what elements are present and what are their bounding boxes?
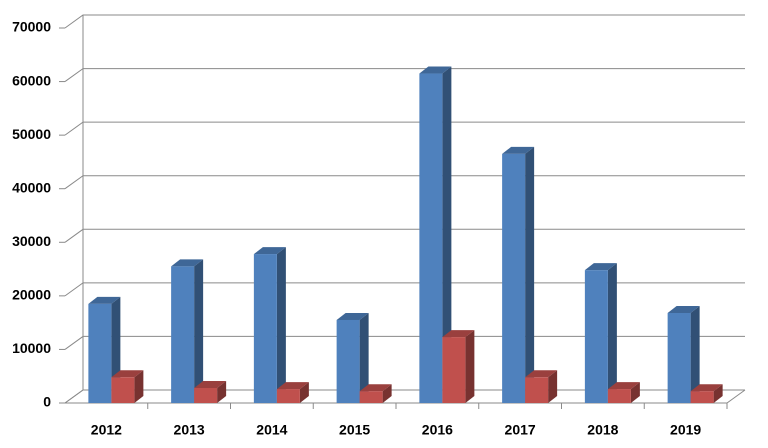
grid-line xyxy=(64,14,745,29)
bar-top xyxy=(584,263,617,271)
bar xyxy=(442,337,466,403)
bar-top xyxy=(525,370,558,378)
bar-top xyxy=(276,382,309,390)
bar xyxy=(607,389,631,403)
bar-side xyxy=(194,259,204,403)
x-tick-label: 2016 xyxy=(422,422,453,438)
bar-side xyxy=(525,146,535,403)
bar-top xyxy=(359,384,392,392)
grid-line xyxy=(64,121,745,136)
bar xyxy=(419,73,443,404)
bar xyxy=(194,388,218,403)
bar xyxy=(336,319,360,403)
x-tick-label: 2015 xyxy=(339,422,370,438)
x-tick-label: 2018 xyxy=(587,422,618,438)
y-axis-wall xyxy=(64,15,84,404)
bar-side xyxy=(690,306,700,403)
bar xyxy=(88,303,112,403)
bar-top xyxy=(690,384,723,392)
bar xyxy=(171,266,195,403)
bar xyxy=(253,254,277,403)
bar xyxy=(525,377,549,403)
grid-layer xyxy=(59,14,746,409)
bar xyxy=(690,391,714,403)
bar-top xyxy=(607,382,640,390)
bar-layer xyxy=(88,66,723,404)
x-tick-label: 2017 xyxy=(505,422,536,438)
grid-line xyxy=(64,335,745,350)
bar xyxy=(111,377,135,403)
bar xyxy=(667,313,691,403)
bar-side xyxy=(442,66,452,404)
bar-side xyxy=(713,384,723,403)
y-tick-label: 30000 xyxy=(12,233,51,249)
grid-line xyxy=(64,389,745,404)
bar-side xyxy=(465,330,475,403)
bar-top xyxy=(111,370,144,378)
bar-top xyxy=(667,306,700,313)
y-tick-label: 40000 xyxy=(12,179,51,195)
y-tick-label: 0 xyxy=(43,394,51,410)
bar-side xyxy=(630,382,640,403)
bar-top xyxy=(419,66,452,74)
bar-top xyxy=(194,381,227,388)
y-tick-label: 10000 xyxy=(12,340,51,356)
bar-side xyxy=(217,381,227,403)
y-tick-label: 70000 xyxy=(12,19,51,35)
bar-side xyxy=(382,384,392,403)
grid-line xyxy=(64,228,745,243)
y-tick-label: 20000 xyxy=(12,287,51,303)
bar-top xyxy=(253,247,286,255)
bar-side xyxy=(134,370,144,403)
y-tick-label: 60000 xyxy=(12,72,51,88)
bar-side xyxy=(548,370,558,403)
bar xyxy=(502,153,526,403)
y-tick-label: 50000 xyxy=(12,126,51,142)
bar xyxy=(359,391,383,403)
x-tick-label: 2013 xyxy=(174,422,205,438)
bar-side xyxy=(276,247,286,403)
bar-side xyxy=(607,263,617,403)
bar-top xyxy=(88,296,121,304)
bar-top xyxy=(502,146,535,154)
bar-side xyxy=(359,312,369,403)
grid-line xyxy=(64,175,745,190)
bar xyxy=(584,270,608,403)
floor xyxy=(65,389,746,404)
bar-side xyxy=(299,382,309,403)
bar-top xyxy=(171,259,204,267)
x-tick-label: 2012 xyxy=(91,422,122,438)
x-tick-label: 2014 xyxy=(256,422,287,438)
grid-line xyxy=(64,282,745,297)
x-tick-label: 2019 xyxy=(670,422,701,438)
bar xyxy=(276,389,300,403)
grid-line xyxy=(64,68,745,82)
label-layer: 0 10000 20000 30000 40000 50000 60000 70000 2012… xyxy=(12,19,701,438)
bar-top xyxy=(442,330,475,338)
bar-top xyxy=(336,312,369,320)
